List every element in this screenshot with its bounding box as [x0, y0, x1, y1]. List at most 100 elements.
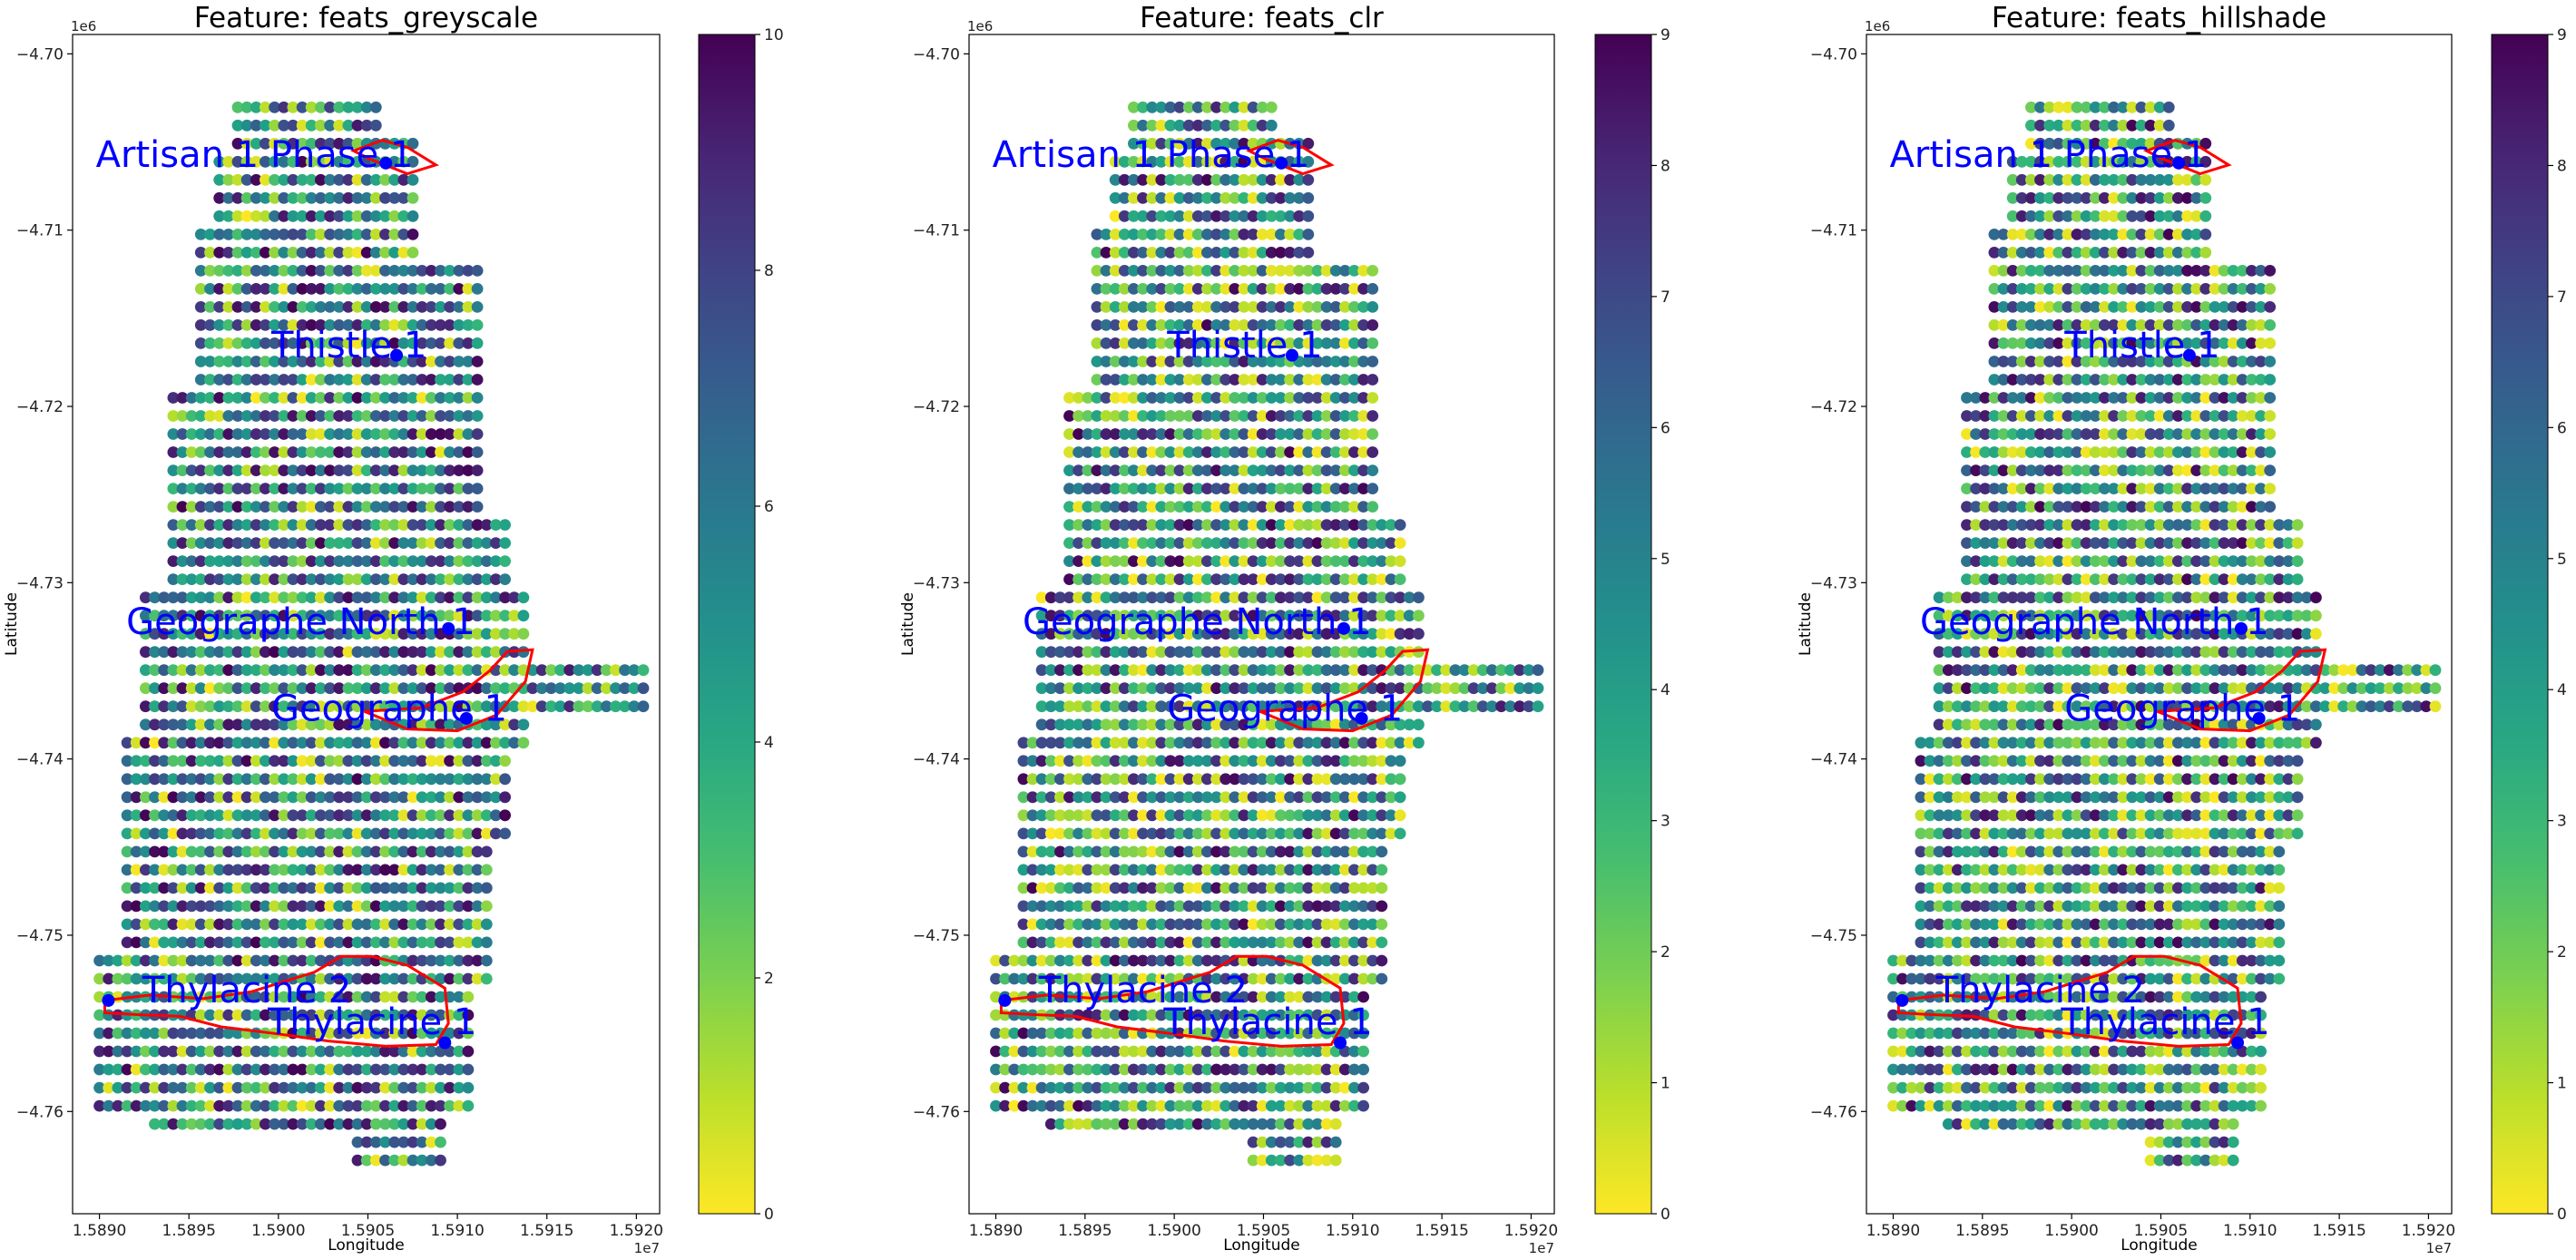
data-point: [2034, 155, 2046, 168]
data-point: [2080, 501, 2092, 513]
data-point: [1219, 337, 1232, 349]
data-point: [333, 610, 346, 622]
data-point: [204, 1099, 216, 1112]
data-point: [1155, 573, 1168, 585]
data-point: [1182, 555, 1195, 567]
data-point: [1201, 646, 1213, 659]
data-point: [1210, 392, 1222, 404]
data-point: [130, 1027, 142, 1040]
data-point: [388, 265, 401, 277]
x-tick-label: 1.5890: [73, 1222, 126, 1240]
data-point: [2218, 464, 2230, 476]
data-point: [1275, 1081, 1287, 1094]
data-point: [1256, 864, 1268, 876]
data-point: [1164, 247, 1177, 259]
data-point: [2062, 191, 2074, 204]
data-point: [1366, 591, 1379, 604]
data-point: [1054, 773, 1066, 786]
data-point: [1146, 191, 1159, 204]
data-point: [2135, 501, 2148, 513]
data-point: [1109, 718, 1121, 731]
data-point: [397, 809, 410, 822]
data-point: [1164, 301, 1177, 313]
data-point: [240, 392, 253, 404]
data-point: [2006, 155, 2019, 168]
data-point: [1275, 392, 1287, 404]
data-point: [1357, 791, 1369, 804]
data-point: [1219, 1099, 1232, 1112]
data-point: [194, 936, 207, 949]
data-point: [1357, 1027, 1369, 1040]
data-point: [305, 936, 318, 949]
data-point: [260, 247, 271, 259]
data-point: [176, 446, 189, 458]
data-point: [1128, 1045, 1140, 1058]
data-point: [1091, 1081, 1103, 1094]
data-point: [480, 954, 493, 967]
data-point: [1284, 1009, 1296, 1021]
data-point: [1100, 718, 1112, 731]
data-point: [1413, 610, 1425, 622]
data-point: [1979, 519, 1992, 531]
data-point: [278, 809, 290, 822]
data-point: [1073, 1081, 1084, 1094]
data-point: [2080, 191, 2092, 204]
data-point: [1128, 119, 1140, 132]
data-point: [112, 954, 124, 967]
data-point: [435, 591, 446, 604]
data-point: [1182, 374, 1195, 386]
data-point: [1210, 137, 1222, 150]
data-point: [471, 845, 484, 858]
data-point: [2153, 356, 2166, 367]
data-point: [1146, 755, 1159, 767]
data-point: [462, 773, 475, 786]
colorbar-tick-label: 2: [764, 970, 774, 988]
data-point: [388, 319, 401, 331]
data-point: [1201, 700, 1213, 713]
data-point: [204, 646, 216, 659]
data-point: [194, 664, 207, 677]
data-point: [1275, 464, 1287, 476]
data-point: [269, 827, 280, 840]
data-point: [1247, 265, 1259, 277]
data-point: [1210, 573, 1222, 585]
data-point: [1311, 1045, 1324, 1058]
data-point: [2052, 537, 2065, 549]
data-point: [1413, 700, 1425, 713]
data-point: [1146, 718, 1159, 731]
data-point: [379, 991, 391, 1003]
data-point: [406, 137, 419, 150]
data-point: [1376, 827, 1388, 840]
data-point: [1229, 1045, 1241, 1058]
data-point: [1100, 791, 1112, 804]
data-point: [213, 464, 226, 476]
well-marker: [390, 348, 404, 362]
data-point: [425, 936, 437, 949]
data-point: [499, 537, 511, 549]
data-point: [1284, 628, 1296, 640]
data-point: [1988, 483, 2001, 494]
data-point: [388, 573, 401, 585]
data-point: [1091, 1099, 1103, 1112]
data-point: [1109, 446, 1121, 458]
data-point: [2135, 283, 2148, 295]
data-point: [462, 537, 475, 549]
data-point: [1219, 882, 1232, 894]
data-point: [1073, 936, 1084, 949]
data-point: [1044, 1063, 1057, 1076]
data-point: [194, 1009, 207, 1021]
data-point: [2162, 247, 2175, 259]
data-point: [1229, 972, 1241, 985]
data-point: [1302, 737, 1315, 749]
data-point: [222, 718, 235, 731]
data-point: [2025, 319, 2037, 331]
data-point: [342, 301, 355, 313]
data-point: [2126, 501, 2139, 513]
data-point: [1988, 374, 2001, 386]
data-point: [260, 155, 271, 168]
data-point: [1338, 773, 1351, 786]
data-point: [1210, 1045, 1222, 1058]
data-point: [1137, 1081, 1149, 1094]
data-point: [130, 936, 142, 949]
data-point: [2015, 229, 2028, 240]
